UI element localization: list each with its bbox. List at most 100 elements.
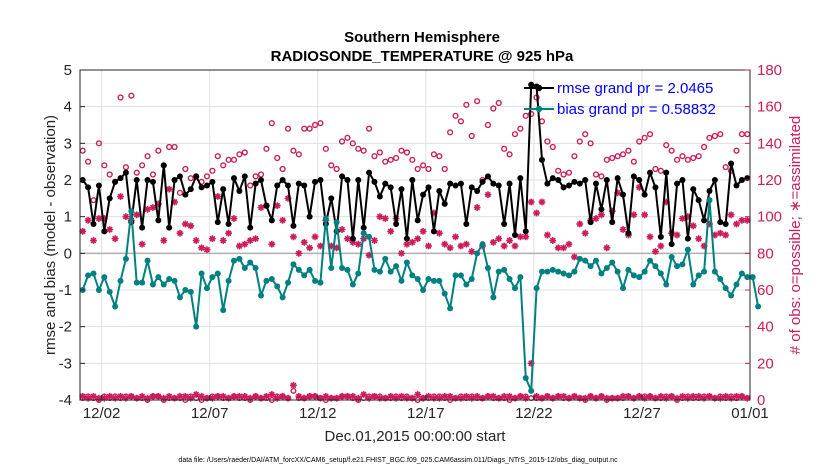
bias-point — [549, 266, 556, 273]
rmse-point — [360, 224, 367, 231]
rmse-point — [463, 221, 470, 227]
obs-possible-marker — [274, 154, 281, 162]
obs-possible-marker — [295, 151, 302, 158]
rmse-point — [684, 235, 691, 242]
bias-point — [101, 274, 108, 281]
rmse-point — [430, 228, 437, 235]
obs-assimilated-marker — [138, 240, 146, 248]
rmse-point — [474, 188, 481, 194]
bias-point — [717, 276, 724, 282]
rmse-point — [609, 219, 616, 226]
obs-possible-marker — [690, 154, 697, 162]
obs-assimilated-marker — [241, 240, 249, 248]
obs-assimilated-marker — [387, 227, 395, 235]
bias-point — [479, 241, 486, 248]
obs-assimilated-marker — [192, 237, 200, 244]
y-axis: -4 -3 -2 -1 0 1 2 3 4 5 — [59, 62, 85, 409]
obs-assimilated-marker — [181, 220, 189, 228]
obs-possible-marker — [106, 171, 113, 178]
bias-point — [652, 263, 659, 270]
x-tick-label: 12/12 — [299, 405, 337, 422]
obs-possible-marker — [365, 125, 373, 132]
obs-assimilated-low-marker — [646, 392, 654, 400]
obs-assimilated-marker — [603, 244, 611, 252]
rmse-point — [457, 180, 464, 187]
obs-assimilated-marker — [565, 240, 573, 248]
obs-assimilated-marker — [484, 191, 492, 199]
bias-point — [225, 277, 232, 284]
chart-title: Southern Hemisphere — [344, 29, 500, 46]
obs-assimilated-marker — [543, 231, 551, 239]
rmse-point — [506, 180, 513, 187]
obs-possible-marker — [495, 99, 502, 107]
bias-point — [420, 287, 427, 293]
obs-assimilated-marker — [489, 238, 497, 246]
obs-assimilated-marker — [441, 240, 449, 248]
obs-assimilated-marker — [122, 213, 130, 221]
bias-point — [555, 268, 562, 275]
bias-point — [220, 307, 227, 314]
bias-point — [193, 323, 200, 330]
rmse-point — [484, 173, 491, 180]
x-tick-label: 12/07 — [191, 405, 229, 422]
obs-possible-marker — [176, 189, 184, 196]
plot-frame — [79, 69, 751, 401]
y-tick-label: -3 — [59, 355, 72, 372]
obs-assimilated-low-marker — [738, 392, 746, 400]
rmse-point — [398, 186, 405, 193]
rmse-point — [722, 221, 729, 227]
rmse-point — [317, 177, 324, 183]
obs-assimilated-low-marker — [398, 392, 405, 400]
rmse-point — [625, 230, 632, 237]
rmse-point — [511, 232, 518, 238]
obs-assimilated-marker — [533, 209, 540, 217]
rmse-point — [738, 177, 745, 183]
rmse-point — [176, 173, 183, 180]
rmse-point — [247, 224, 254, 231]
bias-point — [544, 268, 551, 275]
obs-assimilated-marker — [646, 233, 654, 241]
rmse-point — [495, 182, 502, 189]
obs-possible-marker — [122, 164, 130, 171]
rmse-point — [414, 217, 421, 224]
rmse-point — [560, 184, 567, 191]
bias-point — [614, 268, 621, 275]
footnote: data file: /Users/raeder/DAI/ATM_forcXX/… — [178, 457, 618, 464]
rmse-point — [479, 178, 486, 185]
obs-assimilated-low-marker — [138, 392, 146, 400]
bias-point — [290, 261, 297, 268]
y2-tick-label: 20 — [757, 355, 774, 372]
obs-possible-marker — [711, 132, 718, 140]
rmse-point — [90, 221, 97, 227]
rmse-point — [544, 180, 551, 187]
bias-point — [214, 270, 221, 277]
bias-point — [387, 268, 394, 275]
rmse-point — [701, 217, 708, 224]
obs-possible-marker — [673, 156, 681, 163]
x-tick-label: 12/17 — [407, 405, 445, 422]
obs-possible-marker — [484, 121, 492, 129]
bias-point — [441, 290, 448, 297]
obs-assimilated-low-marker — [117, 392, 124, 400]
obs-assimilated-marker — [403, 240, 411, 248]
obs-possible-marker — [139, 162, 146, 169]
obs-possible-marker — [425, 165, 432, 173]
rmse-point — [387, 184, 394, 191]
bias-point — [122, 255, 129, 262]
bias-point — [160, 281, 167, 288]
rmse-point — [214, 219, 221, 226]
obs-assimilated-marker — [133, 211, 141, 219]
obs-possible-marker — [257, 171, 265, 178]
obs-possible-marker — [398, 147, 405, 154]
bias-point — [128, 208, 135, 215]
obs-assimilated-low-marker — [446, 392, 454, 400]
rmse-point — [420, 191, 427, 198]
obs-possible-marker — [371, 153, 378, 160]
rmse-point — [674, 180, 681, 187]
bias-point — [301, 272, 308, 279]
rmse-point — [690, 186, 697, 193]
bias-point — [236, 255, 243, 262]
obs-assimilated-marker — [630, 211, 638, 219]
obs-possible-marker — [614, 153, 621, 160]
rmse-point — [695, 197, 702, 204]
